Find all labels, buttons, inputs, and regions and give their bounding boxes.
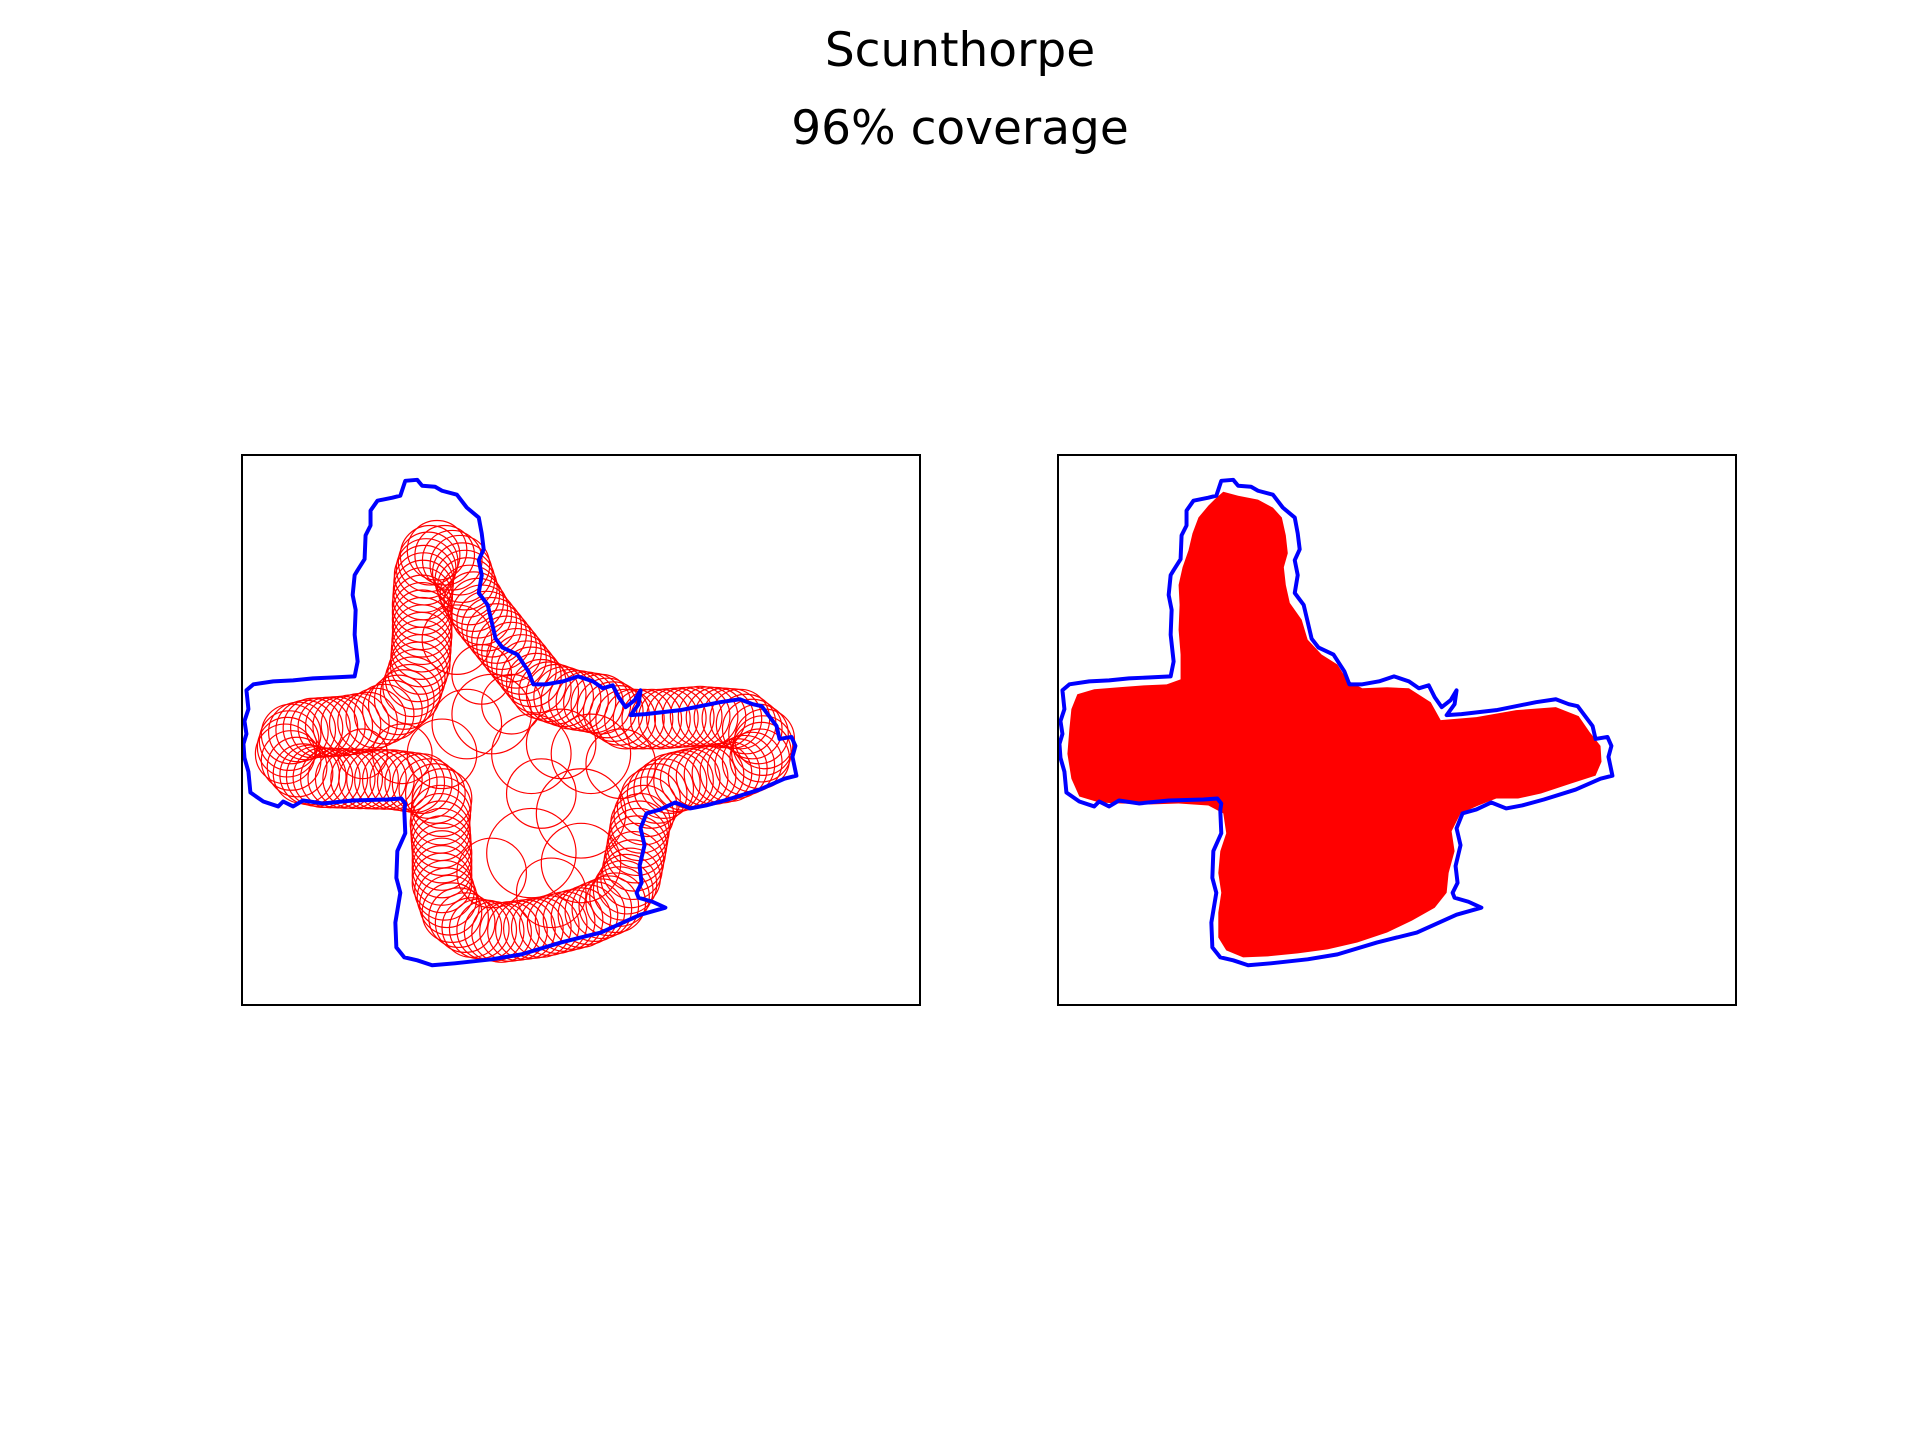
coverage-circle [266, 736, 328, 798]
coverage-circle [496, 640, 557, 702]
coverage-circle [379, 663, 441, 725]
coverage-circle [669, 685, 731, 747]
coverage-circle [421, 882, 483, 944]
coverage-circle [382, 656, 444, 718]
coverage-circle [411, 830, 473, 891]
coverage-circle [589, 866, 650, 927]
coverage-circle [476, 615, 537, 677]
coverage-circle [393, 544, 455, 606]
coverage-circle [391, 589, 453, 651]
coverage-circle [505, 758, 577, 829]
coverage-circle [431, 688, 503, 760]
coverage-circle [451, 673, 532, 755]
coverage-fill [1067, 491, 1602, 958]
coverage-circle [398, 758, 460, 819]
coverage-circle [421, 604, 493, 676]
coverage-circle [486, 807, 577, 899]
coverage-circle [367, 674, 429, 736]
coverage-circle [443, 571, 505, 633]
figure-title: Scunthorpe [824, 23, 1096, 78]
coverage-circles [254, 519, 796, 963]
coverage-circle [414, 524, 476, 586]
coverage-circle [525, 708, 597, 780]
coverage-circle [515, 857, 587, 929]
coverage-circle [330, 748, 391, 810]
coverage-circle [399, 524, 461, 586]
coverage-circle [595, 688, 657, 750]
coverage-circle [667, 746, 729, 808]
coverage-circle [337, 691, 398, 753]
coverage-circle [518, 895, 580, 956]
coverage-circle [345, 687, 407, 749]
coverage-circle [600, 847, 662, 909]
coverage-circle [431, 542, 493, 604]
coverage-circle [471, 609, 532, 671]
coverage-circle [434, 892, 496, 953]
coverage-circle [481, 673, 542, 735]
coverage-circle [639, 753, 701, 814]
coverage-circle [275, 699, 337, 761]
boundary-outline [243, 477, 799, 968]
coverage-circle [406, 718, 478, 790]
figure-subtitle: 96% coverage [791, 101, 1129, 156]
coverage-circle [436, 557, 498, 618]
boundary-outline [1059, 477, 1615, 968]
coverage-circle [564, 881, 626, 943]
coverage-circle [411, 845, 473, 906]
coverage-circle [607, 807, 669, 869]
coverage-circle [466, 603, 527, 664]
coverage-circle [395, 538, 457, 599]
coverage-circle [354, 749, 415, 810]
circles-panel [241, 454, 921, 1006]
coverage-circle [456, 590, 518, 652]
coverage-circle [721, 698, 783, 760]
circles-plot [243, 477, 799, 968]
coverage-circle [411, 837, 473, 899]
coverage-circle [404, 763, 466, 824]
coverage-circle [540, 822, 622, 904]
coverage-circle [456, 837, 527, 909]
coverage-circle [604, 688, 665, 750]
coverage-circle [731, 721, 792, 783]
coverage-circle [428, 887, 489, 949]
coverage-circle [361, 749, 423, 811]
coverage-circle [653, 686, 715, 748]
coverage-circle [371, 723, 433, 785]
coverage-circle [612, 688, 674, 750]
coverage-circle [353, 683, 415, 745]
coverage-circle [585, 728, 657, 800]
coverage-circle [535, 768, 627, 859]
coverage-circle [505, 652, 567, 714]
coverage-circle [582, 681, 644, 743]
coverage-circle [685, 686, 747, 748]
coverage-circle [397, 531, 459, 593]
coverage-circle [596, 853, 658, 915]
coverage-circle [557, 884, 619, 946]
coverage-circle [411, 768, 473, 829]
coverage-circle [616, 776, 678, 838]
filled-panel [1057, 454, 1737, 1006]
coverage-circle [633, 758, 695, 819]
coverage-circle [361, 679, 423, 741]
coverage-circle [346, 748, 407, 810]
coverage-circle [510, 658, 572, 720]
coverage-circle [491, 713, 572, 795]
filled-plot [1059, 477, 1615, 968]
coverage-circle [373, 669, 435, 730]
coverage-circle [481, 621, 542, 683]
coverage-circle [461, 596, 523, 658]
coverage-circle [384, 648, 446, 710]
coverage-circle [550, 713, 632, 795]
coverage-circle [256, 716, 318, 778]
coverage-circle [322, 748, 384, 810]
coverage-circle [518, 661, 580, 723]
coverage-circle [337, 728, 389, 780]
